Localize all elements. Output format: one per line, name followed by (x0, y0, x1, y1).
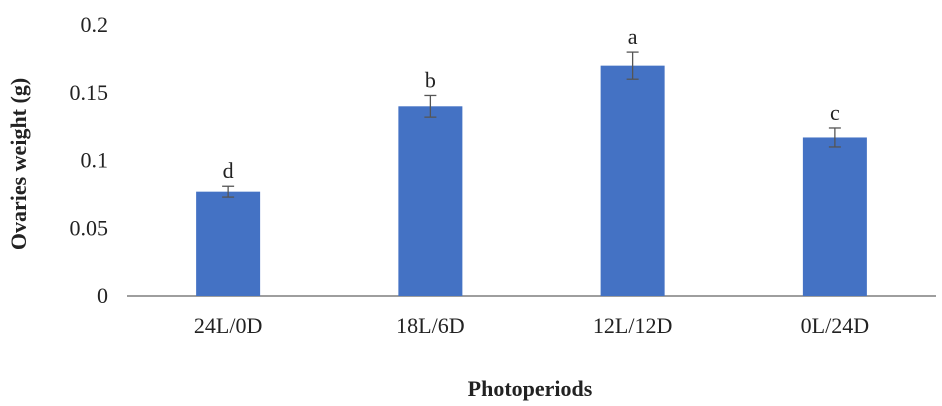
x-axis-ticks: 24L/0D 18L/6D 12L/12D 0L/24D (194, 313, 869, 338)
significance-letter: d (223, 158, 234, 183)
y-axis-title: Ovaries weight (g) (6, 78, 31, 250)
x-tick-label: 0L/24D (801, 313, 869, 338)
significance-letter: a (628, 24, 638, 49)
x-axis-title: Photoperiods (468, 376, 593, 401)
y-axis-ticks: 0 0.05 0.1 0.15 0.2 (70, 12, 109, 308)
bars-group (196, 65, 867, 297)
bar (398, 106, 463, 296)
y-tick-label: 0.15 (70, 80, 109, 105)
significance-letters-group: d b a c (223, 24, 840, 183)
y-tick-label: 0 (97, 283, 108, 308)
bar (196, 191, 261, 296)
bar (600, 65, 665, 297)
x-tick-label: 18L/6D (396, 313, 464, 338)
significance-letter: c (830, 100, 840, 125)
x-tick-label: 24L/0D (194, 313, 262, 338)
x-tick-label: 12L/12D (593, 313, 672, 338)
y-tick-label: 0.05 (70, 215, 109, 240)
y-tick-label: 0.1 (81, 148, 109, 173)
error-bars-group (222, 51, 841, 198)
y-tick-label: 0.2 (81, 12, 109, 37)
significance-letter: b (425, 67, 436, 92)
bar (802, 137, 867, 296)
